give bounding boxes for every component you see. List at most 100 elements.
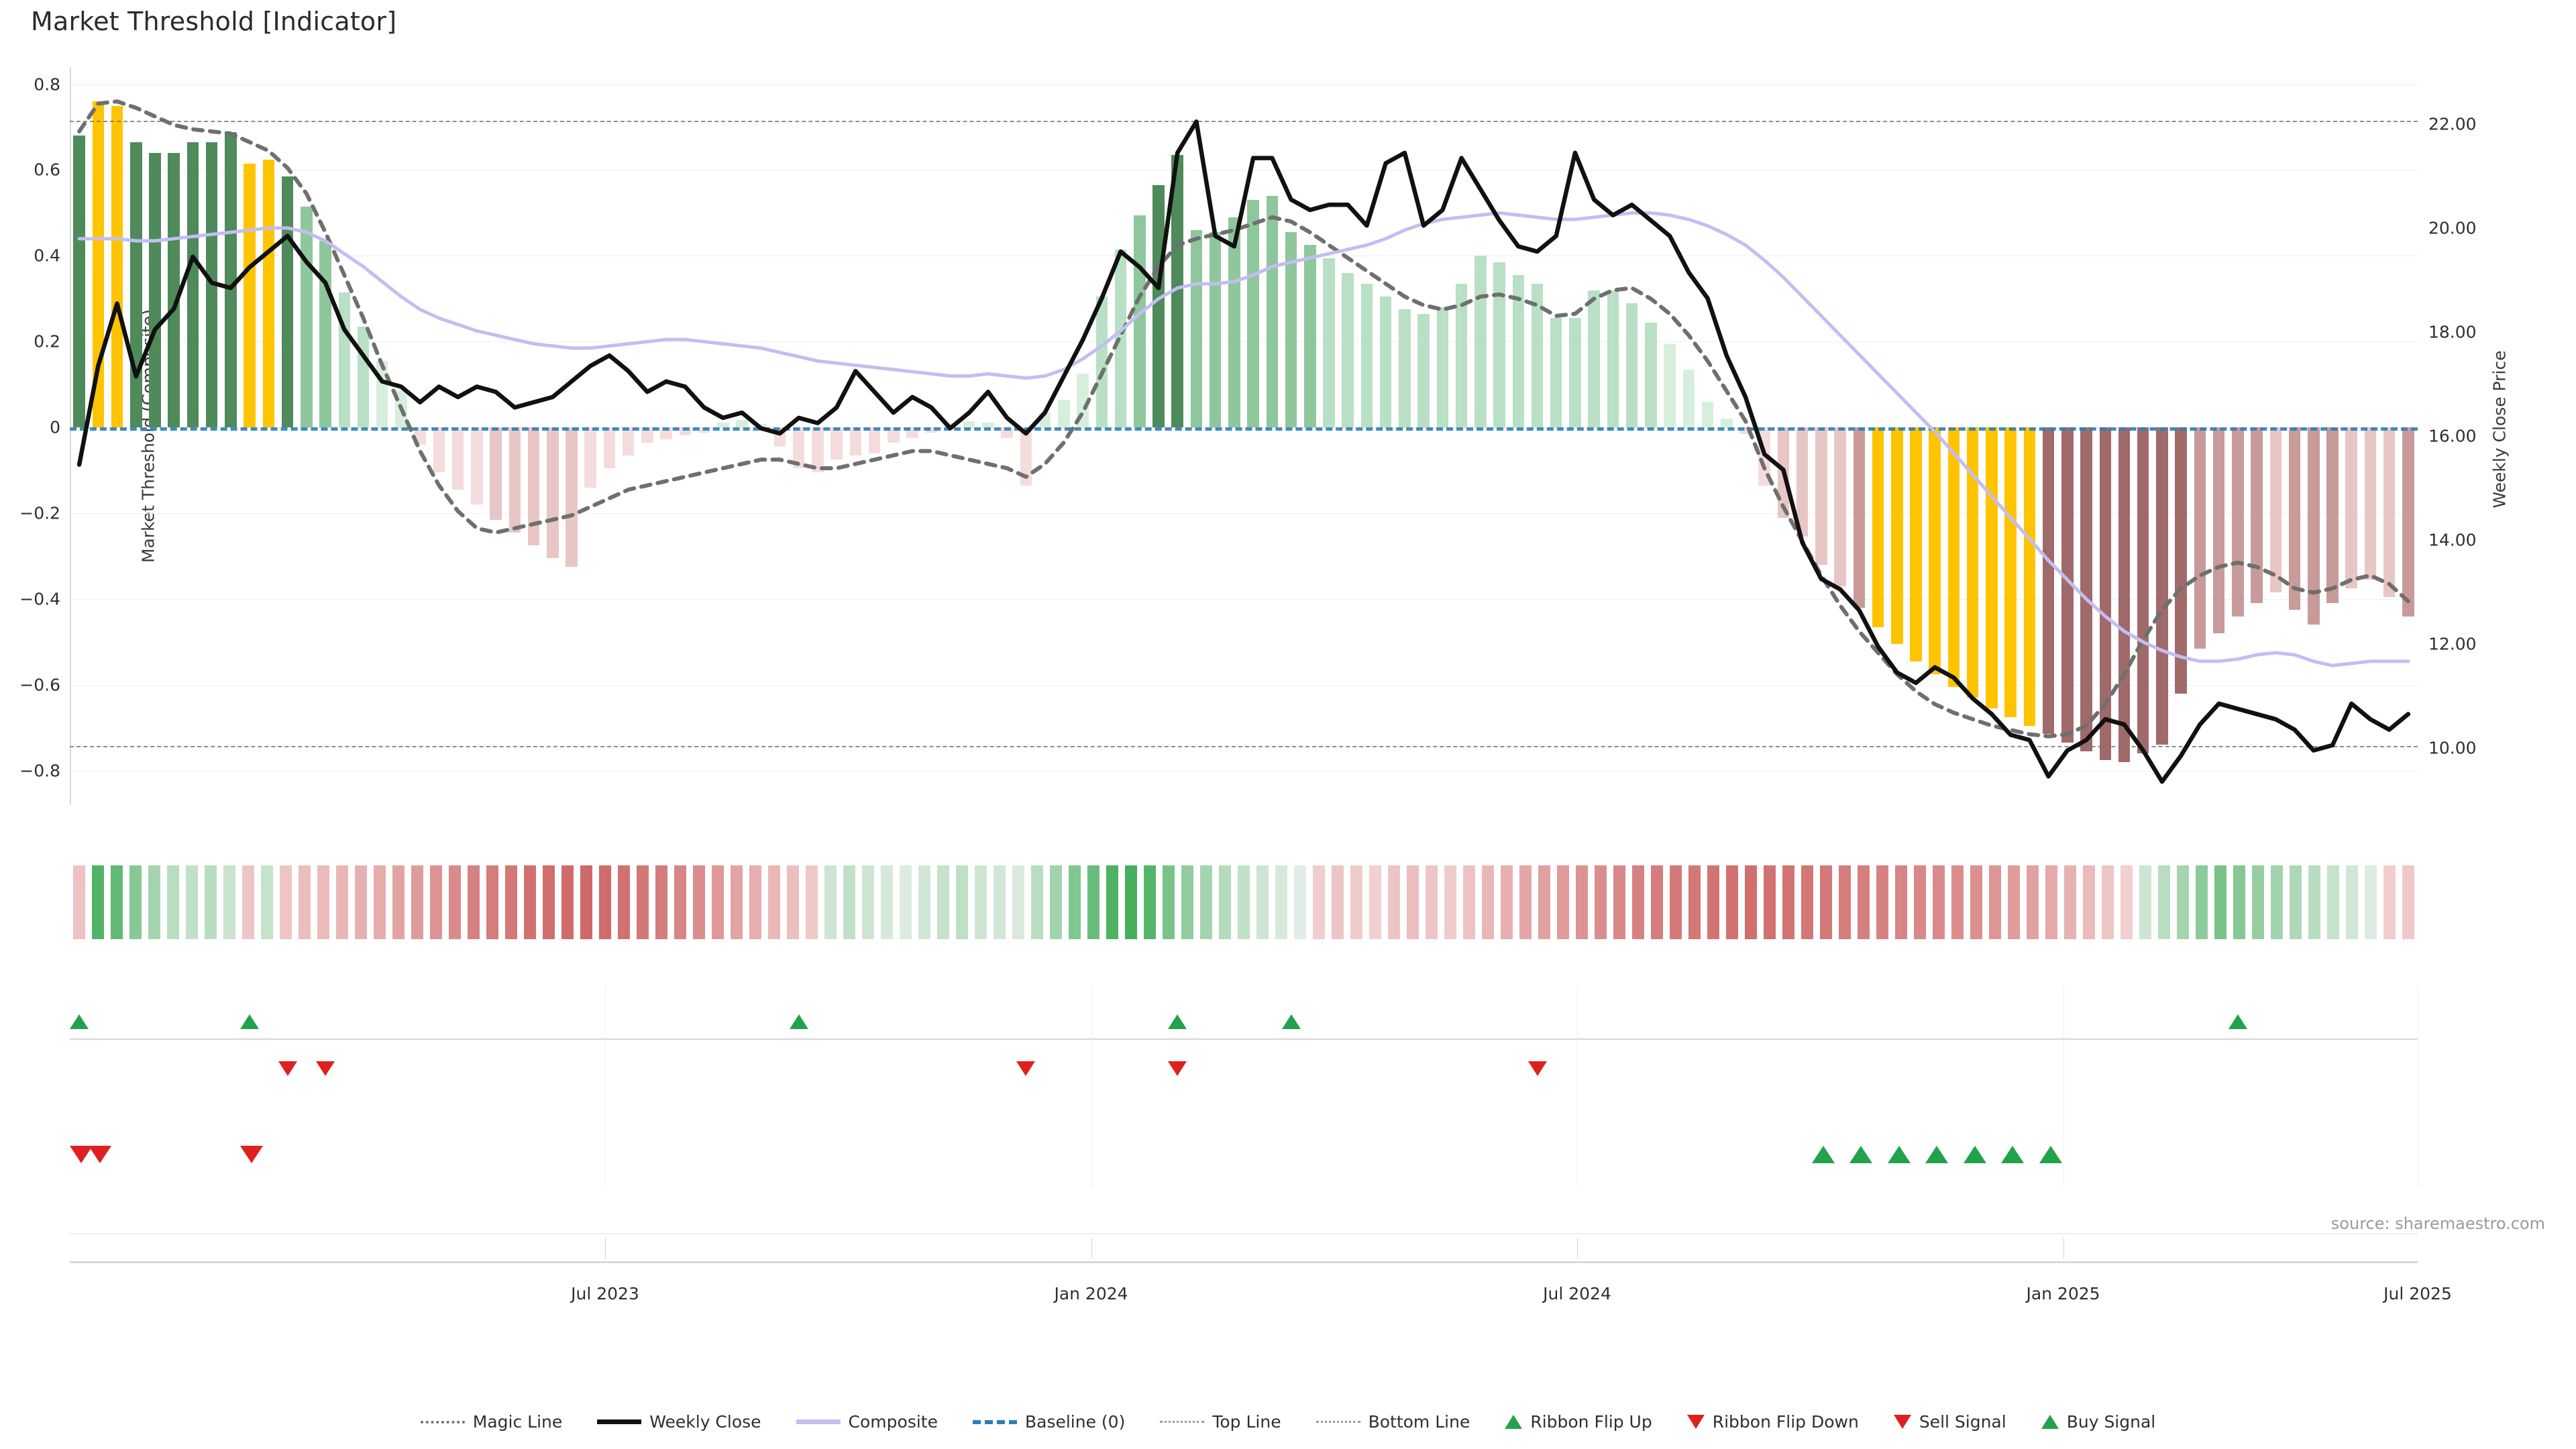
composite-bar <box>1550 318 1562 428</box>
ribbon-flip-up-marker <box>2228 1014 2247 1029</box>
signal-rows-panel <box>70 986 2418 1187</box>
ribbon-cell <box>392 865 405 939</box>
x-axis-tick-label: Jan 2025 <box>2026 1284 2100 1303</box>
ribbon-cell <box>1237 865 1250 939</box>
composite-bar <box>1304 245 1316 428</box>
ribbon-cell <box>880 865 894 939</box>
left-axis-tick: 0 <box>50 417 60 437</box>
legend-item-ribbon-flip-down[interactable]: Ribbon Flip Down <box>1686 1412 1859 1432</box>
composite-bar <box>812 427 824 473</box>
composite-bar <box>2175 427 2187 694</box>
ribbon-cell <box>1688 865 1701 939</box>
legend-item-magic-line[interactable]: Magic Line <box>420 1412 562 1432</box>
composite-bar <box>2326 427 2339 604</box>
ribbon-cell <box>1444 865 1457 939</box>
ribbon-cell <box>1744 865 1758 939</box>
ribbon-cell <box>974 865 987 939</box>
ribbon-cell <box>2326 865 2340 939</box>
ribbon-cell <box>1763 865 1776 939</box>
ribbon-cell <box>1575 865 1589 939</box>
ribbon-cell <box>1312 865 1326 939</box>
right-axis-tick: 12.00 <box>2428 634 2477 654</box>
composite-bar <box>451 427 464 490</box>
ribbon-cell <box>843 865 856 939</box>
composite-bar <box>1815 427 1827 565</box>
composite-bar <box>2212 427 2225 634</box>
ribbon-cell <box>805 865 818 939</box>
composite-bar <box>868 427 881 453</box>
legend-item-top-line[interactable]: Top Line <box>1160 1412 1281 1432</box>
legend-item-composite[interactable]: Composite <box>796 1412 938 1432</box>
ribbon-cell <box>655 865 668 939</box>
legend-item-label: Buy Signal <box>2066 1412 2156 1432</box>
ribbon-cell <box>1106 865 1119 939</box>
ribbon-cell <box>1970 865 1983 939</box>
left-axis-tick: −0.8 <box>19 761 60 781</box>
ribbon-cell <box>223 865 236 939</box>
legend-item-buy-signal[interactable]: Buy Signal <box>2041 1412 2156 1432</box>
ribbon-cell <box>2082 865 2096 939</box>
ribbon-cell <box>767 865 781 939</box>
ribbon-cell <box>1894 865 1908 939</box>
sell-signal-marker <box>240 1146 264 1163</box>
right-axis-tick: 14.00 <box>2428 530 2477 550</box>
right-axis-tick: 20.00 <box>2428 218 2477 238</box>
ribbon-cell <box>279 865 292 939</box>
composite-bar <box>1360 283 1373 428</box>
triangle-up-icon <box>1505 1415 1523 1429</box>
ribbon-cell <box>674 865 687 939</box>
composite-bar <box>1020 427 1032 486</box>
legend-item-weekly-close[interactable]: Weekly Close <box>597 1412 761 1432</box>
composite-bar <box>1588 290 1600 428</box>
legend-item-sell-signal[interactable]: Sell Signal <box>1893 1412 2006 1432</box>
main-chart-panel: Market Threshold (Composite) 0.8 0.6 0.4 0.… <box>19 67 2477 805</box>
ribbon-cell <box>1012 865 1025 939</box>
composite-bar <box>1947 427 1960 688</box>
ribbon-cell <box>1669 865 1682 939</box>
x-axis-tick-mark <box>1577 1238 1578 1258</box>
ribbon-cell <box>580 865 593 939</box>
left-axis-spine <box>70 67 71 805</box>
line-swatch-icon <box>1160 1421 1205 1423</box>
composite-bar <box>2194 427 2206 649</box>
ribbon-cell <box>2251 865 2265 939</box>
ribbon-strip <box>70 865 2418 939</box>
composite-bar <box>2232 427 2244 616</box>
gridline-horizontal <box>70 513 2418 515</box>
ribbon-cell <box>1143 865 1157 939</box>
ribbon-cell <box>354 865 368 939</box>
composite-bar <box>1569 318 1581 428</box>
composite-bar <box>849 427 862 455</box>
ribbon-cell <box>185 865 199 939</box>
top-line <box>70 120 2418 122</box>
ribbon-cell <box>2007 865 2021 939</box>
ribbon-cell <box>523 865 537 939</box>
composite-bar <box>1190 230 1203 428</box>
ribbon-cell <box>1331 865 1344 939</box>
legend-item-baseline-0[interactable]: Baseline (0) <box>972 1412 1126 1432</box>
page-title: Market Threshold [Indicator] <box>31 7 397 36</box>
composite-bar <box>130 142 142 428</box>
left-axis-tick: 0.2 <box>34 331 60 352</box>
ribbon-cell <box>504 865 518 939</box>
composite-bar <box>1209 232 1222 428</box>
left-axis-tick: −0.2 <box>19 503 60 523</box>
composite-bar <box>490 427 502 520</box>
composite-bar <box>1531 283 1544 428</box>
ribbon-cell <box>241 865 255 939</box>
legend-item-ribbon-flip-up[interactable]: Ribbon Flip Up <box>1505 1412 1652 1432</box>
legend-item-label: Ribbon Flip Up <box>1530 1412 1652 1432</box>
legend-item-label: Weekly Close <box>649 1412 761 1432</box>
ribbon-flip-up-marker <box>1168 1014 1187 1029</box>
ribbon-cell <box>110 865 123 939</box>
composite-bar <box>2023 427 2036 726</box>
composite-bar <box>1701 401 1714 428</box>
composite-bar <box>508 427 521 533</box>
ribbon-cell <box>129 865 142 939</box>
composite-bar <box>2345 427 2357 589</box>
legend-item-label: Baseline (0) <box>1024 1412 1126 1432</box>
ribbon-cell <box>335 865 349 939</box>
right-axis-tick: 18.00 <box>2428 322 2477 342</box>
buy-signal-marker <box>2001 1146 2025 1163</box>
legend-item-bottom-line[interactable]: Bottom Line <box>1316 1412 1470 1432</box>
